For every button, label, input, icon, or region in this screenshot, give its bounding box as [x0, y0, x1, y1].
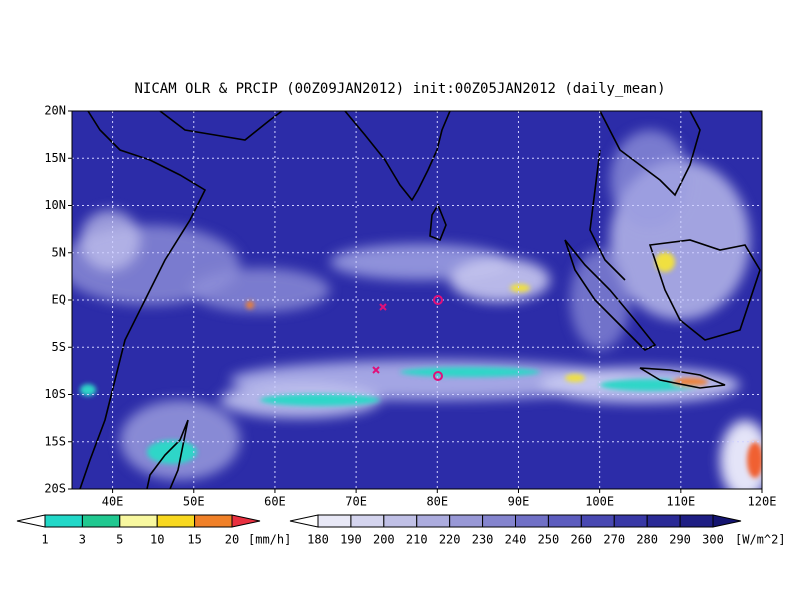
lat-label: 15S	[44, 434, 66, 448]
colorbar-segment	[515, 514, 549, 528]
colorbar-segment	[613, 514, 648, 528]
lat-label: 5N	[52, 245, 66, 259]
colorbar-segment	[194, 514, 233, 528]
colorbar-label: 280	[636, 533, 658, 547]
colorbar-segment	[679, 514, 714, 528]
colorbar-segment	[416, 514, 451, 528]
colorbar-arrow	[289, 514, 319, 528]
lat-label: 20N	[44, 104, 66, 118]
colorbar-segment	[119, 514, 158, 528]
lat-label: 10S	[44, 387, 66, 401]
colorbar-label: 3	[79, 533, 86, 547]
colorbar-segment	[449, 514, 484, 528]
lat-label: 10N	[44, 198, 66, 212]
lon-label: 100E	[585, 495, 614, 509]
colorbar-segment	[383, 514, 418, 528]
colorbar-label: 270	[603, 533, 625, 547]
lon-label: 70E	[345, 495, 367, 509]
colorbar-arrow	[231, 514, 261, 528]
lat-label: EQ	[52, 293, 66, 307]
lon-label: 90E	[508, 495, 530, 509]
lat-label: 15N	[44, 151, 66, 165]
colorbar-label: 20	[225, 533, 239, 547]
colorbar-label: 210	[406, 533, 428, 547]
colorbar-label: 250	[538, 533, 560, 547]
unit-label: [W/m^2]	[735, 533, 786, 547]
colorbar-label: 10	[150, 533, 164, 547]
legends: 1 3 5 10 15 20 [mm/h] 180 190 200 210 220 230 240 250 2…	[16, 514, 786, 547]
precip-field	[80, 252, 762, 478]
colorbar-segment	[44, 514, 83, 528]
lon-label: 50E	[183, 495, 205, 509]
colorbar-segment	[81, 514, 121, 528]
unit-label: [mm/h]	[248, 533, 291, 547]
coastlines	[79, 111, 761, 489]
colorbar-segment	[317, 514, 352, 528]
colorbar-label: 15	[187, 533, 201, 547]
lat-label: 20S	[44, 482, 66, 496]
colorbar-segment	[580, 514, 615, 528]
markers	[372, 295, 443, 381]
lon-label: 80E	[426, 495, 448, 509]
lon-label: 40E	[102, 495, 124, 509]
colorbar-label: 300	[702, 533, 724, 547]
colorbar-segment	[646, 514, 681, 528]
map	[72, 111, 762, 489]
colorbar-label: 290	[669, 533, 691, 547]
colorbar-label: 190	[340, 533, 362, 547]
colorbar-label: 1	[41, 533, 48, 547]
colorbar-segment	[156, 514, 196, 528]
colorbar-label: 230	[472, 533, 494, 547]
colorbar-label: 240	[505, 533, 527, 547]
lon-label: 120E	[748, 495, 777, 509]
lon-label: 110E	[666, 495, 695, 509]
title: NICAM OLR & PRCIP (00Z09JAN2012) init:00…	[134, 81, 665, 97]
lon-label: 60E	[264, 495, 286, 509]
colorbar-label: 260	[570, 533, 592, 547]
colorbar-label: 180	[307, 533, 329, 547]
colorbar-label: 5	[116, 533, 123, 547]
colorbar-segment	[350, 514, 385, 528]
colorbar-segment	[482, 514, 517, 528]
colorbar-arrow	[712, 514, 742, 528]
colorbar-arrow	[16, 514, 46, 528]
colorbar-segment	[547, 514, 582, 528]
lat-label: 5S	[52, 340, 66, 354]
axes: 20N 15N 10N 5N EQ 5S 10S 15S 20S 40E 50E 60E 70E 80E 9…	[44, 104, 776, 509]
colorbar-label: 200	[373, 533, 395, 547]
colorbar-label: 220	[439, 533, 461, 547]
grid	[72, 111, 762, 489]
